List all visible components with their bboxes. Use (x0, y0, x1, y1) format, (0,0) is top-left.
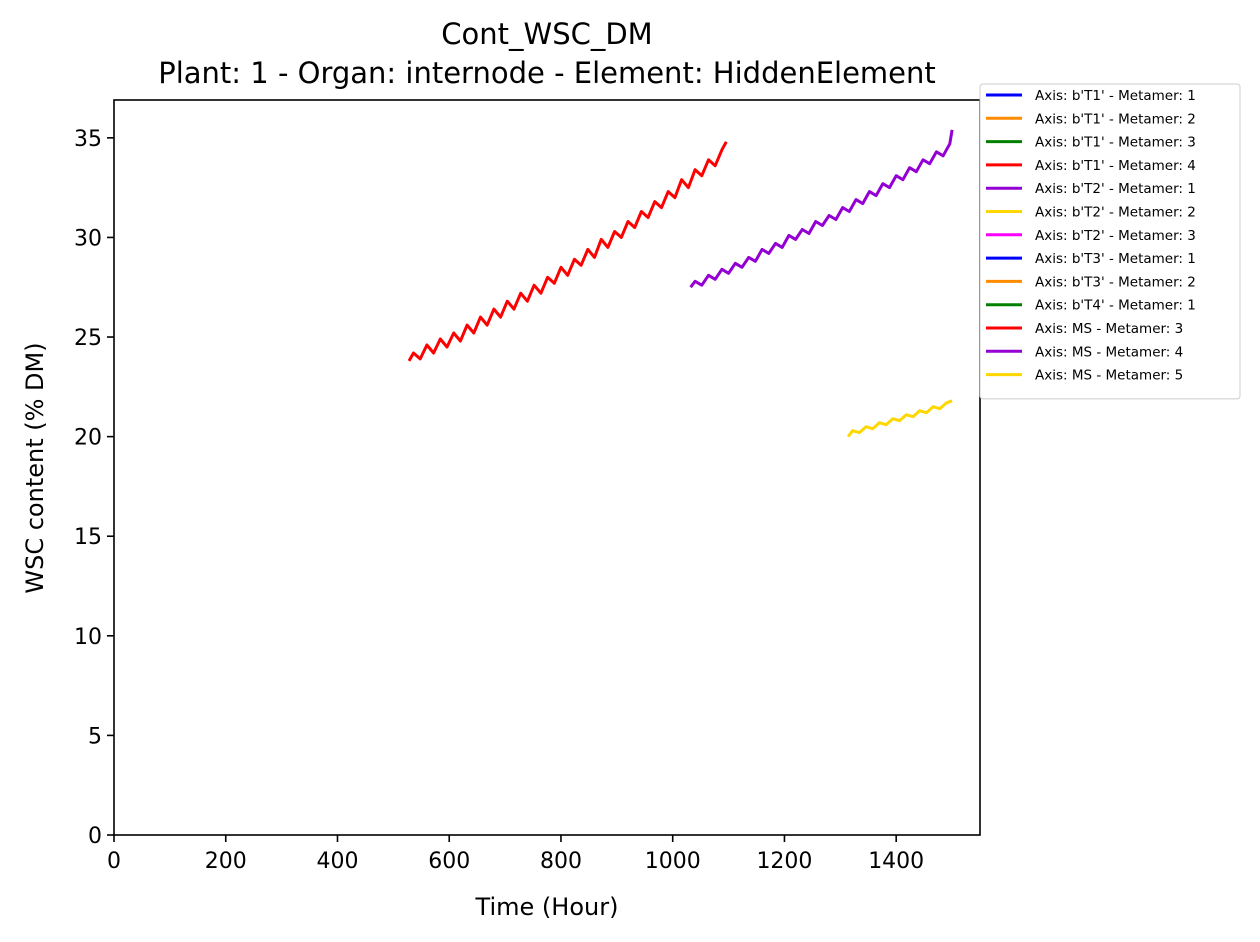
legend-label: Axis: b'T2' - Metamer: 1 (1035, 181, 1196, 197)
legend-label: Axis: b'T4' - Metamer: 1 (1035, 298, 1196, 314)
legend-label: Axis: b'T1' - Metamer: 3 (1035, 135, 1196, 151)
y-tick-label: 0 (88, 824, 102, 849)
x-tick-label: 1000 (645, 849, 701, 874)
x-tick-label: 600 (428, 849, 470, 874)
y-tick-label: 30 (74, 226, 102, 251)
y-tick-label: 10 (74, 625, 102, 650)
x-tick-label: 400 (316, 849, 358, 874)
series-line-11 (689, 129, 954, 289)
y-tick-label: 15 (74, 525, 102, 550)
y-axis-label: WSC content (% DM) (21, 342, 49, 593)
y-tick-label: 25 (74, 326, 102, 351)
legend-label: Axis: MS - Metamer: 5 (1035, 368, 1183, 384)
legend-label: Axis: b'T3' - Metamer: 2 (1035, 274, 1196, 290)
y-tick-label: 5 (88, 724, 102, 749)
legend-label: Axis: b'T1' - Metamer: 2 (1035, 111, 1196, 127)
x-tick-label: 1200 (756, 849, 812, 874)
series-line-10 (407, 141, 728, 362)
legend-label: Axis: b'T1' - Metamer: 4 (1035, 158, 1196, 174)
legend-label: Axis: b'T1' - Metamer: 1 (1035, 88, 1196, 104)
x-tick-label: 1400 (868, 849, 924, 874)
legend-label: Axis: b'T2' - Metamer: 3 (1035, 228, 1196, 244)
legend-label: Axis: b'T2' - Metamer: 2 (1035, 205, 1196, 221)
plot-background (114, 100, 980, 835)
legend-label: Axis: MS - Metamer: 3 (1035, 321, 1183, 337)
legend: Axis: b'T1' - Metamer: 1 Axis: b'T1' - Me… (979, 83, 1241, 400)
legend-label: Axis: MS - Metamer: 4 (1035, 344, 1183, 360)
x-tick-label: 800 (540, 849, 582, 874)
chart-title: Cont_WSC_DM (441, 17, 652, 51)
x-tick-label: 0 (107, 849, 121, 874)
series-line-12 (846, 399, 953, 438)
axes-layer: 0 200 400 600 800 1000 1200 1400 0 5 10 15 20 25 30 35 (74, 99, 981, 874)
series-layer (407, 129, 954, 438)
x-axis-label: Time (Hour) (475, 893, 619, 921)
plot-area (114, 100, 980, 835)
legend-box (979, 83, 1241, 400)
y-tick-label: 35 (74, 127, 102, 152)
y-tick-label: 20 (74, 426, 102, 451)
x-tick-label: 200 (205, 849, 247, 874)
legend-label: Axis: b'T3' - Metamer: 1 (1035, 251, 1196, 267)
plot-frame (113, 99, 981, 836)
chart-subtitle: Plant: 1 - Organ: internode - Element: H… (158, 56, 936, 90)
